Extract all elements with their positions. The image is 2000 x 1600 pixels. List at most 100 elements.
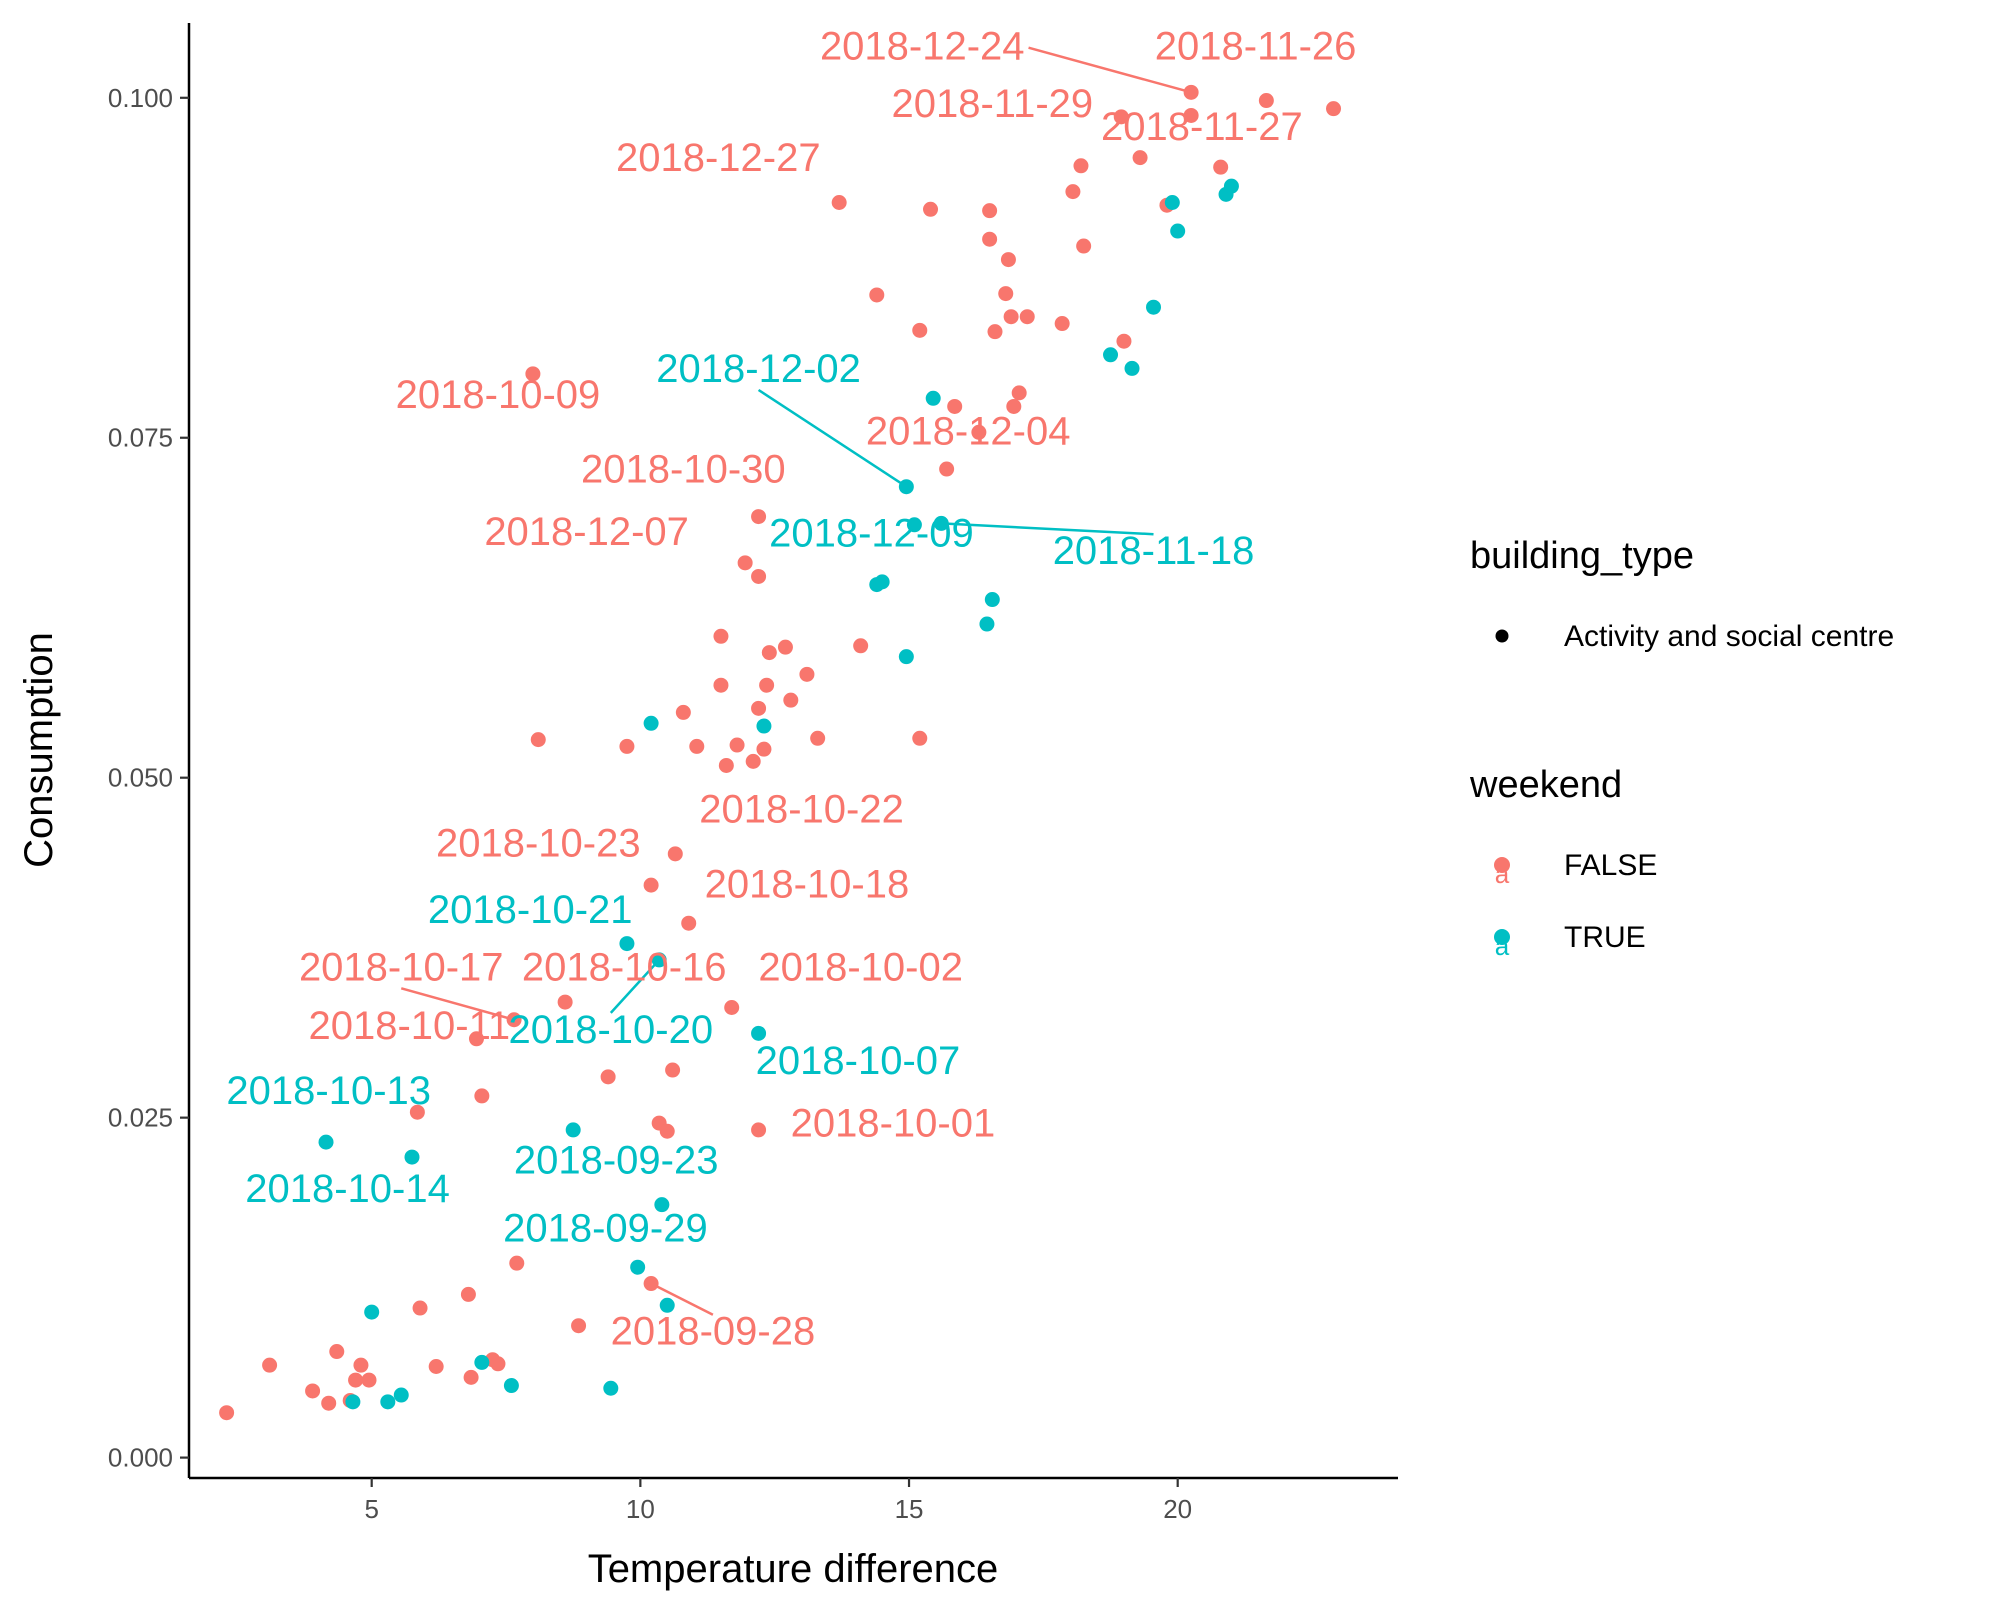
data-point-true (933, 515, 949, 531)
y-tick-label: 0.100 (108, 83, 173, 113)
data-point-false (643, 877, 659, 893)
data-point-true (318, 1134, 334, 1150)
y-ticks: 0.000 0.025 0.050 0.075 0.100 (108, 83, 189, 1473)
data-point-true (1103, 347, 1119, 363)
data-point-false (353, 1357, 369, 1373)
label-connector (1028, 46, 1192, 94)
data-point-false (745, 753, 761, 769)
data-point-false (751, 509, 767, 525)
data-point-false (619, 738, 635, 754)
data-point-false (971, 424, 987, 440)
label-connector (400, 987, 515, 1021)
data-point-true (1170, 223, 1186, 239)
point-label: 2018-11-29 (891, 82, 1093, 126)
point-label: 2018-12-07 (484, 510, 689, 554)
point-label: 2018-12-24 (820, 25, 1025, 69)
x-axis-title: Temperature difference (588, 1547, 999, 1591)
data-point-false (557, 994, 573, 1010)
data-point-true (659, 1297, 675, 1313)
data-point-false (761, 645, 777, 661)
point-label: 2018-10-30 (581, 448, 786, 492)
data-point-false (1003, 309, 1019, 325)
data-point-false (1076, 238, 1092, 254)
x-tick-label: 5 (364, 1494, 378, 1524)
point-label: 2018-12-09 (769, 512, 974, 556)
legend-label-false: FALSE (1564, 849, 1657, 882)
x-tick-label: 15 (895, 1494, 924, 1524)
legend-label-activity-social-centre: Activity and social centre (1564, 620, 1894, 653)
point-label: 2018-10-21 (428, 888, 633, 932)
data-point-false (777, 639, 793, 655)
data-point-false (1213, 159, 1229, 175)
data-point-false (675, 704, 691, 720)
point-label: 2018-12-27 (616, 136, 821, 180)
data-point-false (998, 286, 1014, 302)
point-label: 2018-10-11 (308, 1004, 510, 1048)
data-point-false (853, 638, 869, 654)
point-label: 2018-10-13 (226, 1069, 431, 1113)
data-point-false (729, 737, 745, 753)
data-point-true (393, 1387, 409, 1403)
point-label: 2018-10-18 (705, 862, 910, 906)
data-point-true (751, 1025, 767, 1041)
data-point-false (412, 1300, 428, 1316)
label-connector (941, 522, 1154, 536)
data-point-false (713, 628, 729, 644)
label-connector (650, 1282, 714, 1316)
data-point-true (404, 1149, 420, 1165)
data-point-false (1113, 109, 1129, 125)
data-point-true (619, 936, 635, 952)
data-point-false (409, 1104, 425, 1120)
data-point-false (982, 203, 998, 219)
x-tick-label: 20 (1163, 1494, 1192, 1524)
data-point-true (364, 1304, 380, 1320)
data-point-true (1124, 360, 1140, 376)
data-point-true (874, 574, 890, 590)
point-labels: 2018-12-24 2018-11-26 2018-11-292018-11-27… (226, 25, 1356, 1354)
data-point-false (1000, 252, 1016, 268)
data-point-false (474, 1088, 490, 1104)
legend-key-true (1494, 929, 1510, 945)
data-point-true (898, 649, 914, 665)
data-point-false (1054, 316, 1070, 332)
data-point-false (1011, 385, 1027, 401)
data-point-false (912, 322, 928, 338)
point-label: 2018-10-20 (509, 1008, 714, 1052)
plot-area: 2018-12-24 2018-11-26 2018-11-292018-11-27… (219, 25, 1356, 1421)
data-point-true (906, 517, 922, 533)
data-point-false (1073, 158, 1089, 174)
point-label: 2018-10-23 (436, 822, 641, 866)
data-point-false (530, 732, 546, 748)
point-label: 2018-09-29 (503, 1206, 708, 1250)
data-point-true (756, 718, 772, 734)
legend-key-false (1494, 857, 1510, 873)
data-point-false (1183, 107, 1199, 123)
data-point-true (925, 390, 941, 406)
data-point-false (1183, 84, 1199, 100)
point-label: 2018-11-26 (1155, 25, 1357, 69)
legend-title-weekend: weekend (1469, 764, 1622, 806)
data-point-false (783, 692, 799, 708)
x-ticks: 5 10 15 20 (364, 1478, 1192, 1524)
data-point-false (1258, 93, 1274, 109)
data-point-false (305, 1383, 321, 1399)
data-point-false (810, 730, 826, 746)
data-point-false (643, 1276, 659, 1292)
data-point-false (869, 287, 885, 303)
data-point-false (329, 1344, 345, 1360)
point-label: 2018-12-02 (656, 347, 861, 391)
data-point-false (751, 568, 767, 584)
point-label: 2018-10-02 (758, 945, 963, 989)
data-point-false (724, 1000, 740, 1016)
data-point-false (718, 757, 734, 773)
data-point-false (348, 1372, 364, 1388)
y-tick-label: 0.025 (108, 1103, 173, 1133)
data-point-false (681, 915, 697, 931)
point-label: 2018-10-16 (522, 945, 727, 989)
data-point-false (428, 1358, 444, 1374)
data-point-false (987, 324, 1003, 340)
data-point-true (565, 1122, 581, 1138)
data-point-false (600, 1069, 616, 1085)
data-point-true (984, 592, 1000, 608)
